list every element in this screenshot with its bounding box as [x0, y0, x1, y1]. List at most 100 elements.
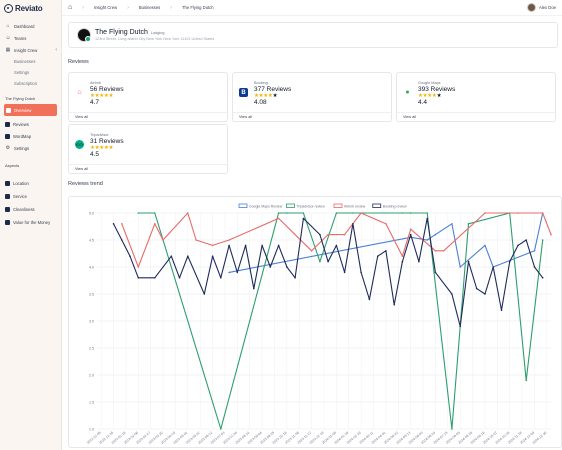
wordmap-icon: [5, 133, 10, 139]
user-menu[interactable]: Alex Doe: [527, 3, 556, 12]
sidebar-item-label: Insight Crew: [14, 47, 38, 53]
data-point: [360, 212, 362, 214]
legend-swatch: [372, 203, 382, 208]
sidebar-item-label: Value for the Money: [13, 219, 51, 225]
aspects-section-label: Aspects: [5, 163, 20, 168]
data-point: [319, 233, 321, 236]
reviews-trend-chart: 5.04.54.03.53.02.52.01.51.02022-12-05202…: [86, 203, 552, 445]
data-point: [533, 266, 536, 268]
data-point: [550, 233, 552, 236]
star-icon: ★: [422, 93, 428, 99]
reviews-trend-card: 5.0 4.5 4.0 3.5 3.0 2.5 2.0 1.5 1.0 2022-12-05 202…: [68, 196, 562, 448]
sidebar-item-insight-crew[interactable]: ▦ Insight Crew ‹: [0, 44, 61, 56]
data-point: [261, 244, 263, 247]
sidebar-item-teams[interactable]: ☺ Teams: [0, 32, 61, 44]
star-icon: ★: [427, 93, 432, 99]
breadcrumb-item[interactable]: Businesses: [138, 5, 161, 10]
sidebar-subitem-businesses[interactable]: Businesses: [14, 59, 36, 64]
sidebar-subitem-subscription[interactable]: Subscription: [14, 81, 38, 86]
data-point: [228, 244, 230, 247]
app-logo[interactable]: Reviato: [0, 0, 61, 16]
data-point: [434, 271, 437, 274]
cleanliness-icon: [5, 206, 10, 212]
data-point: [533, 250, 536, 252]
star-rating: ★★★★★: [418, 93, 455, 99]
review-source: Booking: [254, 81, 268, 85]
reviews-icon: [5, 121, 10, 127]
sidebar-aspect-value[interactable]: Value for the Money: [0, 216, 61, 228]
chevron-right-icon: ›: [82, 4, 84, 11]
user-name: Alex Doe: [539, 5, 556, 10]
review-score: 4.5: [90, 151, 100, 158]
star-rating: ★★★★★: [254, 93, 291, 99]
view-all-link[interactable]: View all: [233, 112, 391, 121]
data-point: [426, 212, 429, 214]
sidebar-item-wordmap[interactable]: WordMap: [0, 130, 61, 142]
airbnb-logo-icon: ⌂: [77, 89, 82, 96]
sidebar-aspect-service[interactable]: Service: [0, 190, 61, 202]
sidebar-item-label: WordMap: [13, 133, 32, 139]
data-point: [343, 271, 346, 274]
data-point: [517, 212, 519, 214]
sidebar-item-label: Dashboard: [14, 23, 35, 29]
legend-label: Airbnb review: [344, 204, 366, 208]
star-icon: ★: [108, 93, 114, 99]
topbar: ⌂ › Insight Crew › Businesses › The Flyi…: [62, 0, 562, 16]
y-tick-label: 1.5: [89, 401, 94, 405]
data-point: [541, 239, 544, 241]
data-point: [244, 244, 247, 247]
star-icon: ★: [431, 93, 437, 99]
star-icon: ★: [94, 93, 100, 99]
star-icon: ★: [263, 93, 268, 99]
sidebar-item-label: Settings: [14, 145, 30, 151]
sidebar-item-overview[interactable]: Overview: [4, 104, 57, 116]
service-icon: [5, 193, 10, 199]
data-point: [385, 250, 387, 252]
data-point: [409, 212, 412, 214]
home-icon[interactable]: ⌂: [68, 4, 73, 11]
business-avatar: [77, 28, 91, 42]
sidebar-item-reviews[interactable]: Reviews: [0, 118, 61, 130]
data-point: [203, 293, 206, 295]
view-all-link[interactable]: View all: [397, 112, 555, 121]
data-point: [467, 260, 470, 263]
review-source: Tripadvisor: [90, 133, 109, 137]
business-category: Lodging: [150, 31, 165, 35]
sidebar-item-dashboard[interactable]: ⌂ Dashboard: [0, 20, 61, 32]
data-point: [137, 277, 140, 279]
data-point: [277, 212, 280, 214]
data-point: [426, 217, 429, 220]
breadcrumb-item[interactable]: The Flying Dutch: [181, 5, 214, 10]
data-point: [277, 217, 280, 220]
trend-heading: Reviews trend: [68, 181, 103, 187]
sidebar-item-business-settings[interactable]: ⚙ Settings: [0, 142, 61, 154]
data-point: [376, 255, 379, 257]
star-icon: ★: [99, 145, 104, 151]
data-point: [112, 223, 115, 225]
breadcrumb-item[interactable]: Insight Crew: [93, 5, 118, 10]
data-point: [525, 239, 527, 241]
sidebar-aspect-location[interactable]: Location: [0, 177, 61, 189]
sidebar-subitem-settings[interactable]: Settings: [14, 70, 30, 75]
chevron-left-icon[interactable]: ‹: [55, 47, 57, 53]
data-point: [484, 244, 486, 247]
data-point: [327, 260, 329, 263]
sidebar-aspect-cleanliness[interactable]: Cleanliness: [0, 203, 61, 215]
legend-label: Booking review: [383, 204, 407, 208]
data-point: [302, 212, 305, 214]
data-point: [211, 244, 214, 247]
business-section-label: The Flying Dutch: [5, 96, 36, 101]
view-all-link[interactable]: View all: [69, 164, 227, 173]
data-point: [401, 212, 404, 214]
data-point: [162, 239, 164, 241]
legend-label: Tripadvisor review: [297, 204, 326, 208]
data-point: [253, 287, 255, 290]
view-all-link[interactable]: View all: [69, 112, 227, 121]
star-icon: ★: [99, 93, 104, 99]
y-tick-label: 4.5: [89, 239, 94, 243]
star-icon: ★: [108, 145, 114, 151]
review-card-booking: B Booking 377 Reviews ★★★★★ 4.08 View all: [232, 72, 392, 122]
chevron-right-icon: ›: [127, 4, 129, 11]
star-rating: ★★★★★: [90, 93, 124, 99]
data-point: [121, 239, 123, 241]
